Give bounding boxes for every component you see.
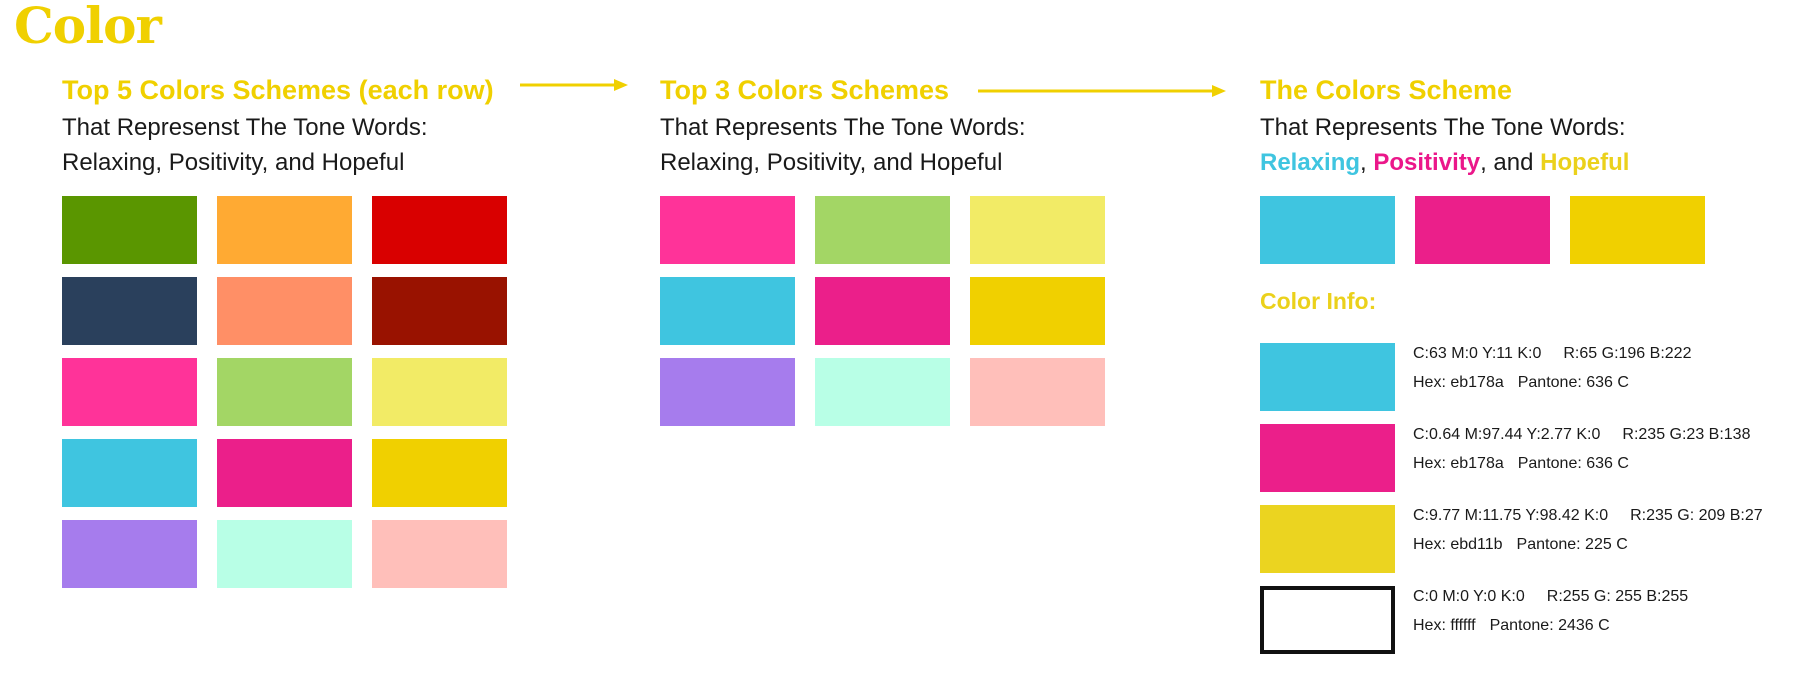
top5-swatch xyxy=(62,277,197,345)
color-info-text: C:0 M:0 Y:0 K:0 R:255 G: 255 B:255 Hex: ff… xyxy=(1413,582,1688,640)
top5-swatch xyxy=(217,439,352,507)
top3-subtitle-line1: That Represents The Tone Words: xyxy=(660,114,1026,141)
top5-swatch xyxy=(62,358,197,426)
arrow-right-icon xyxy=(520,79,628,91)
top3-swatch xyxy=(660,277,795,345)
top3-swatch xyxy=(660,196,795,264)
cmyk-value: C:0.64 M:97.44 Y:2.77 K:0 xyxy=(1413,426,1601,443)
top3-swatch xyxy=(815,277,950,345)
pantone-value: Pantone: 2436 C xyxy=(1489,617,1610,634)
top5-heading: Top 5 Colors Schemes (each row) xyxy=(62,75,494,105)
top3-swatch xyxy=(815,358,950,426)
final-swatch-row xyxy=(1260,196,1705,264)
top3-swatch xyxy=(815,196,950,264)
top5-subtitle-line1: That Represenst The Tone Words: xyxy=(62,114,428,141)
top5-swatch xyxy=(372,196,507,264)
top3-swatch xyxy=(970,277,1105,345)
top5-swatch-grid xyxy=(62,196,507,588)
tone-separator: , and xyxy=(1480,149,1541,176)
hex-value: Hex: ebd11b xyxy=(1413,536,1503,553)
color-info-swatch xyxy=(1260,586,1395,654)
final-scheme-tone-words: Relaxing, Positivity, and Hopeful xyxy=(1260,145,1629,180)
top5-swatch xyxy=(217,196,352,264)
final-swatch xyxy=(1570,196,1705,264)
top5-swatch xyxy=(372,277,507,345)
top3-swatch xyxy=(970,358,1105,426)
color-info-swatch xyxy=(1260,343,1395,411)
top3-subtitle-line2: Relaxing, Positivity, and Hopeful xyxy=(660,149,1003,176)
final-swatch xyxy=(1260,196,1395,264)
color-info-swatch xyxy=(1260,505,1395,573)
hex-value: Hex: eb178a xyxy=(1413,455,1504,472)
final-swatch xyxy=(1415,196,1550,264)
tone-word-relaxing: Relaxing xyxy=(1260,149,1361,176)
rgb-value: R:65 G:196 B:222 xyxy=(1563,345,1692,362)
cmyk-value: C:0 M:0 Y:0 K:0 xyxy=(1413,588,1525,605)
rgb-value: R:235 G: 209 B:27 xyxy=(1630,507,1763,524)
cmyk-value: C:9.77 M:11.75 Y:98.42 K:0 xyxy=(1413,507,1609,524)
color-info-text: C:63 M:0 Y:11 K:0 R:65 G:196 B:222 Hex: eb… xyxy=(1413,339,1691,397)
top5-swatch xyxy=(217,520,352,588)
tone-separator: , xyxy=(1360,149,1374,176)
cmyk-value: C:63 M:0 Y:11 K:0 xyxy=(1413,345,1542,362)
pantone-value: Pantone: 225 C xyxy=(1516,536,1628,553)
rgb-value: R:255 G: 255 B:255 xyxy=(1546,588,1689,605)
top5-swatch xyxy=(62,439,197,507)
tone-word-hopeful: Hopeful xyxy=(1540,149,1630,176)
tone-word-positivity: Positivity xyxy=(1373,149,1481,176)
top5-subtitle-line2: Relaxing, Positivity, and Hopeful xyxy=(62,149,405,176)
final-scheme-subtitle-line1: That Represents The Tone Words: xyxy=(1260,114,1626,141)
top5-swatch xyxy=(372,439,507,507)
top5-section: Top 5 Colors Schemes (each row) That Rep… xyxy=(62,70,507,588)
top5-swatch xyxy=(62,520,197,588)
top3-swatch xyxy=(970,196,1105,264)
final-scheme-heading: The Colors Scheme xyxy=(1260,75,1513,105)
color-info-title: Color Info: xyxy=(1260,288,1377,314)
hex-value: Hex: ffffff xyxy=(1413,617,1476,634)
top5-swatch xyxy=(217,277,352,345)
top3-section: Top 3 Colors Schemes That Represents The… xyxy=(660,70,1105,426)
top5-swatch xyxy=(62,196,197,264)
top5-swatch xyxy=(372,520,507,588)
final-scheme-section: The Colors Scheme That Represents The To… xyxy=(1260,70,1763,654)
pantone-value: Pantone: 636 C xyxy=(1517,374,1629,391)
color-info-swatch xyxy=(1260,424,1395,492)
rgb-value: R:235 G:23 B:138 xyxy=(1622,426,1751,443)
top3-heading: Top 3 Colors Schemes xyxy=(660,75,950,105)
pantone-value: Pantone: 636 C xyxy=(1517,455,1629,472)
top3-swatch-grid xyxy=(660,196,1105,426)
top5-swatch xyxy=(372,358,507,426)
color-info-text: C:9.77 M:11.75 Y:98.42 K:0 R:235 G: 209 B… xyxy=(1413,501,1763,559)
top3-swatch xyxy=(660,358,795,426)
top5-swatch xyxy=(217,358,352,426)
hex-value: Hex: eb178a xyxy=(1413,374,1504,391)
page-title: Color xyxy=(14,0,162,55)
color-info-text: C:0.64 M:97.44 Y:2.77 K:0 R:235 G:23 B:13… xyxy=(1413,420,1750,478)
arrow-right-icon xyxy=(978,85,1226,97)
